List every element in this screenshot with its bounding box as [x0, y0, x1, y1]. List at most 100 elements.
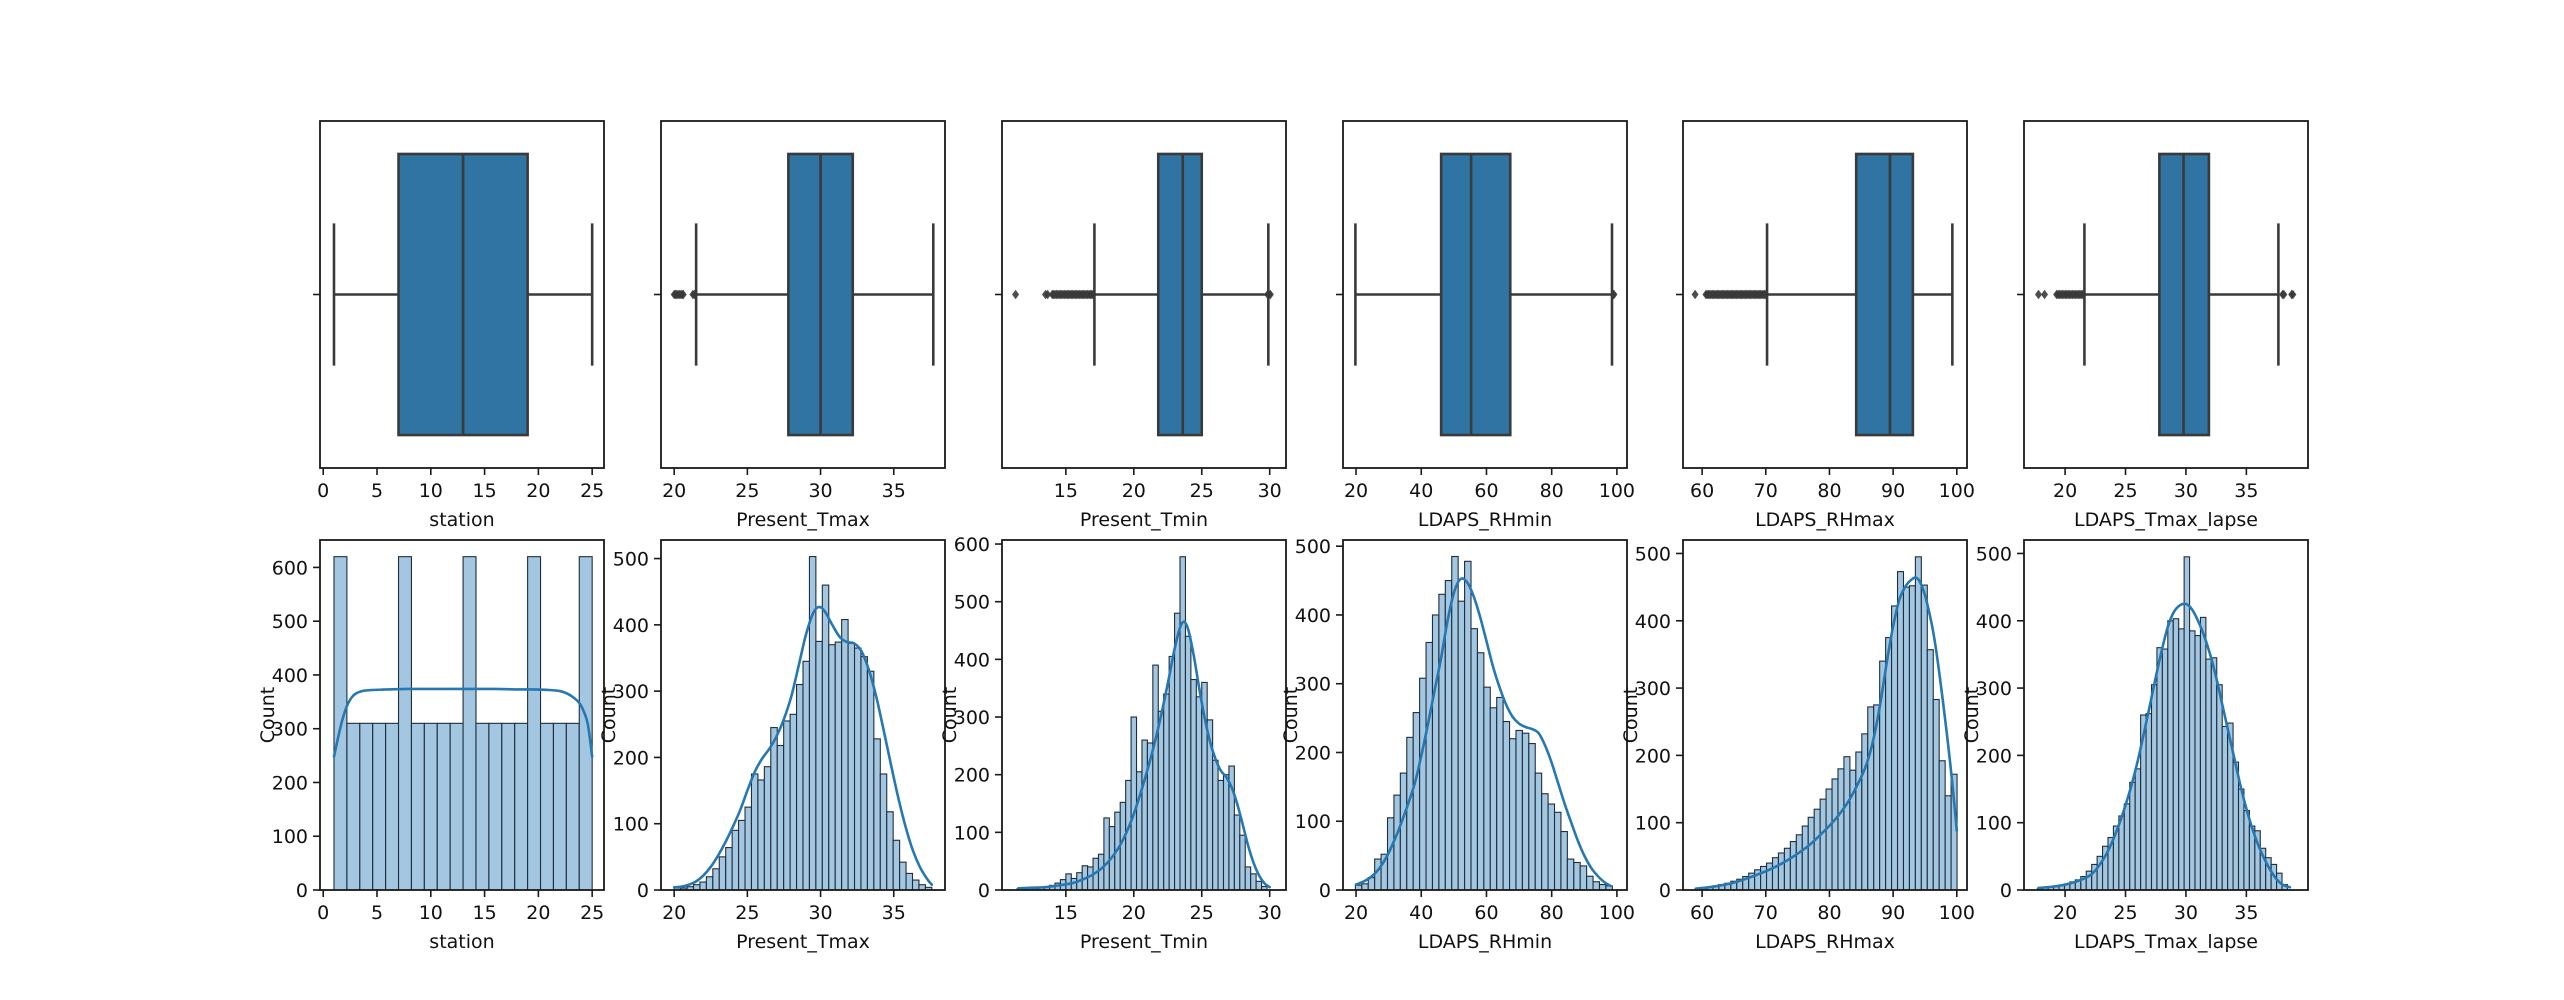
x-tick-label: 30 [808, 480, 832, 502]
hist-bar [1891, 605, 1899, 891]
hist-bar [1412, 712, 1421, 891]
outlier-points [1012, 289, 1274, 300]
hist-bar [1789, 840, 1797, 891]
outlier-points [670, 289, 698, 300]
hist-bar [1843, 756, 1851, 891]
x-tick-label: 0 [317, 902, 329, 924]
outlier-diamond [1044, 289, 1052, 300]
x-tick-label: 10 [419, 902, 443, 924]
outlier-points [1609, 289, 1618, 300]
hist-bar [1938, 760, 1946, 891]
y-tick-label: 0 [1319, 880, 1331, 902]
outlier-diamond [1266, 289, 1274, 300]
hist-bar [1795, 834, 1803, 891]
histogram-panel-Present_Tmax: 0 100 200 300 400 500 Count 20 25 30 35 Present_Tma… [598, 539, 946, 953]
x-axis-label: Present_Tmin [1080, 509, 1208, 531]
box [1854, 152, 1915, 437]
boxplot-panel-LDAPS_RHmin: 20 40 60 80 100 LDAPS_RHmin [1336, 120, 1635, 531]
hist-bar [539, 722, 554, 891]
kde-curve [332, 687, 594, 758]
y-tick-label: 300 [1295, 674, 1331, 696]
boxplot-panel-Present_Tmin: 15 20 25 30 Present_Tmin [995, 120, 1287, 531]
box [1439, 152, 1512, 437]
x-axis-label: Present_Tmin [1080, 931, 1208, 953]
y-tick-label: 300 [1976, 678, 2012, 700]
hist-bar [1179, 556, 1187, 891]
hist-bar [1361, 883, 1369, 891]
x-tick-label: 15 [1054, 480, 1078, 502]
y-tick-label: 200 [1295, 742, 1331, 764]
kde-curve [2037, 602, 2292, 890]
hist-bar [1087, 866, 1094, 891]
hist-bar [514, 722, 529, 891]
x-tick-label: 60 [1690, 902, 1714, 924]
x-tick-label: 10 [419, 480, 443, 502]
hist-bar [1470, 628, 1478, 891]
outlier-points [1691, 289, 1770, 300]
x-axis-label: station [429, 509, 494, 531]
x-tick-label: 35 [2234, 902, 2258, 924]
y-tick-label: 500 [1295, 536, 1331, 558]
y-tick-label: 600 [954, 534, 990, 556]
hist-bar [1573, 861, 1581, 891]
hist-bar [1586, 875, 1594, 891]
hist-bar [475, 722, 490, 891]
hist-bar [744, 806, 753, 891]
hist-bar [1771, 857, 1779, 891]
hist-bar [1184, 635, 1192, 891]
hist-bar [1502, 720, 1511, 891]
axes-spines [1342, 539, 1628, 891]
hist-bar [1457, 600, 1466, 891]
y-tick-label: 100 [272, 826, 308, 848]
hist-bar [802, 660, 810, 891]
hist-bar [731, 829, 740, 891]
hist-bar [2145, 713, 2153, 891]
outlier-diamond [1762, 289, 1770, 300]
y-axis-label: Count [257, 687, 279, 743]
y-tick-label: 400 [272, 665, 308, 687]
box-whisker [332, 152, 594, 437]
hist-bar [2232, 761, 2240, 891]
hist-bar [1509, 738, 1517, 891]
boxplot-panel-Present_Tmax: 20 25 30 35 Present_Tmax [654, 120, 946, 531]
hist-bar [423, 722, 438, 891]
x-tick-label: 25 [735, 480, 759, 502]
x-axis-label: LDAPS_RHmin [1418, 509, 1552, 531]
hist-bar [1425, 641, 1434, 891]
hist-bar [1195, 696, 1203, 891]
hist-bar [2205, 658, 2212, 891]
hist-bar [757, 779, 765, 891]
hist-bar [1932, 698, 1940, 891]
hist-bar [1831, 778, 1839, 891]
hist-bar [1250, 873, 1257, 891]
hist-bar [2134, 768, 2142, 891]
hist-bar [1065, 873, 1072, 891]
x-tick-label: 15 [1054, 902, 1078, 924]
hist-bar [1103, 817, 1110, 891]
y-tick-label: 200 [1635, 745, 1671, 767]
x-tick-label: 30 [2174, 902, 2198, 924]
hist-bar [1157, 710, 1165, 891]
hist-bar [783, 720, 791, 891]
hist-bar [1399, 772, 1408, 891]
hist-bar [866, 670, 875, 891]
hist-bar [1489, 707, 1498, 891]
hist-bar [750, 773, 759, 891]
hist-bar [834, 641, 843, 891]
hist-bar [1592, 881, 1601, 891]
hist-bar [1837, 768, 1845, 891]
hist-bar [879, 773, 888, 891]
x-tick-label: 20 [2053, 902, 2077, 924]
hist-bar [1483, 686, 1491, 891]
x-axis-label: LDAPS_Tmax_lapse [2074, 509, 2258, 531]
hist-bar [1926, 649, 1934, 891]
hist-bar [860, 656, 868, 891]
hist-bar [776, 744, 785, 891]
x-axis-label: Present_Tmax [736, 509, 870, 531]
x-tick-label: 20 [1344, 902, 1368, 924]
hist-bar [1521, 732, 1530, 891]
y-tick-label: 300 [954, 707, 990, 729]
x-tick-label: 60 [1474, 902, 1498, 924]
hist-bar [815, 640, 823, 891]
